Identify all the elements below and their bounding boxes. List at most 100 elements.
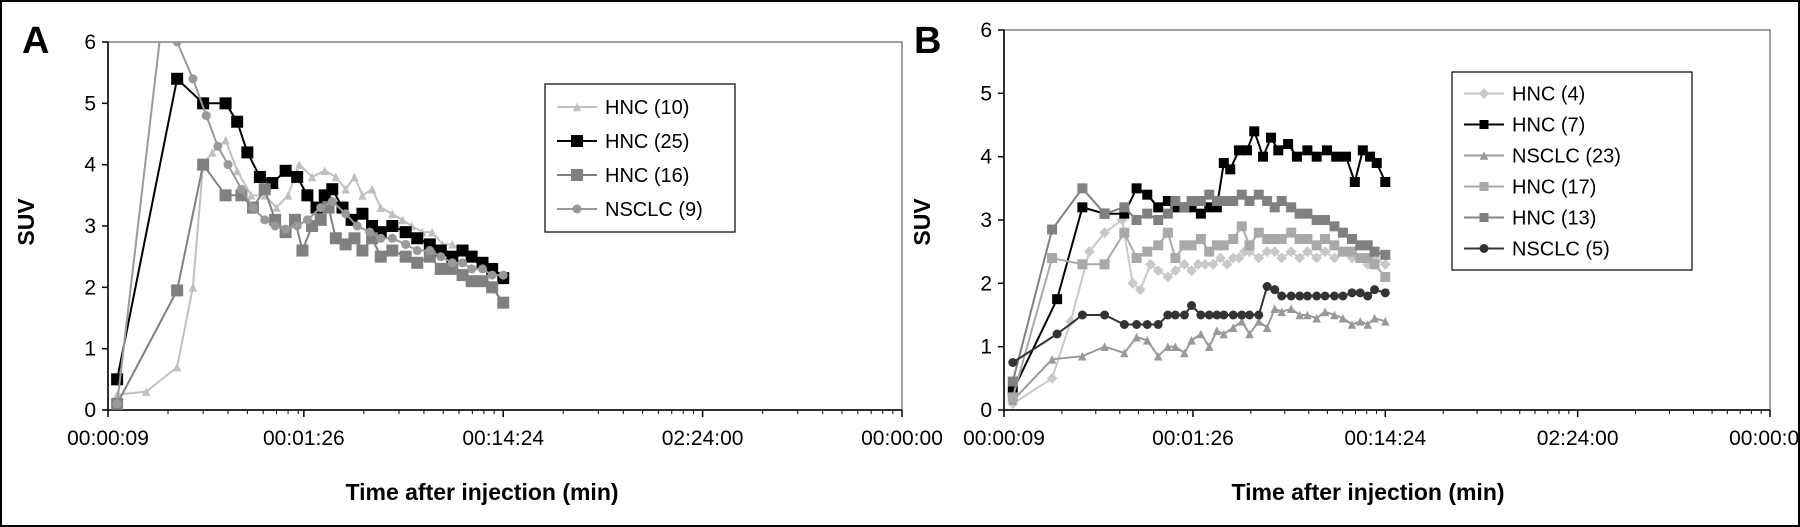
panel-b-data-point [1170, 196, 1181, 206]
panel-a-data-point [374, 250, 387, 263]
panel-b-legend-box [1451, 71, 1693, 271]
panel-b-data-point [1120, 348, 1129, 358]
panel-a-data-point [260, 215, 270, 225]
panel-b-data-point [1142, 189, 1153, 200]
panel-b-data-point [1196, 310, 1206, 320]
panel-b-data-point [1347, 246, 1358, 257]
panel-a-data-point [456, 244, 469, 257]
panel-b-letter: B [914, 20, 941, 62]
panel-b-data-point [1052, 329, 1062, 339]
panel-a-data-point [376, 233, 386, 243]
panel-b-series-1 [1007, 126, 1391, 396]
panel-b-data-point [1301, 246, 1313, 258]
panel-b-data-point [1254, 310, 1264, 320]
panel-a-data-point [283, 191, 293, 200]
panel-a-data-point [434, 244, 447, 257]
panel-b-data-point [1295, 291, 1305, 301]
panel-b-data-point [1291, 151, 1302, 162]
panel-b-data-point [1083, 246, 1095, 258]
panel-a-legend-marker [571, 135, 583, 147]
panel-b-data-point [1119, 320, 1129, 329]
panel-b-data-point [1241, 145, 1252, 156]
panel-b-data-point [1132, 332, 1141, 342]
panel-a-data-point [171, 284, 184, 297]
panel-a-data-point [207, 148, 217, 157]
panel-b-data-point [1186, 240, 1197, 251]
panel-b-data-point [1311, 151, 1322, 162]
panel-b-legend-marker [1479, 244, 1489, 253]
panel-a-data-point [270, 221, 280, 231]
panel-a-data-point [367, 184, 377, 194]
panel-b-data-point [1244, 310, 1254, 320]
panel-b-data-point [1245, 329, 1254, 339]
panel-a-data-point [365, 227, 375, 237]
panel-b-data-point [1162, 227, 1173, 238]
panel-b-data-point [1218, 240, 1229, 251]
panel-a-data-point [399, 250, 412, 263]
panel-b-legend-item: HNC (4) [1464, 84, 1585, 106]
panel-b-data-point [1331, 151, 1342, 162]
panel-a-data-point [188, 74, 198, 84]
panel-b-data-point [1370, 285, 1380, 295]
panel-b-data-point [1236, 221, 1247, 232]
panel-a-data-point [327, 196, 337, 206]
panel-b-x-tick-label: 00:00:09 [963, 427, 1045, 450]
panel-b-data-point [1319, 246, 1331, 258]
panel-a-data-point [467, 264, 477, 274]
panel-a-data-point [498, 270, 508, 280]
panel-a-y-tick-label: 3 [84, 215, 96, 238]
panel-b-data-point [1294, 252, 1306, 264]
panel-b-data-point [1311, 252, 1323, 264]
panel-b-data-point [1195, 208, 1206, 219]
panel-b-data-point [1008, 358, 1018, 367]
panel-b-data-point [1362, 240, 1373, 251]
panel-b-x-axis-title: Time after injection (min) [1231, 479, 1504, 505]
panel-a-data-point [281, 224, 291, 234]
panel-b-data-point [1302, 208, 1313, 219]
panel-b-data-point [1337, 227, 1348, 238]
panel-b-data-point [1320, 307, 1330, 317]
panel-b-data-point [1186, 265, 1197, 277]
panel-b-data-point [1261, 246, 1273, 258]
panel-b-data-point [1170, 202, 1181, 213]
panel-b-legend-item: HNC (7) [1464, 115, 1585, 137]
panel-a-data-point [434, 262, 447, 275]
panel-b-data-point [1132, 320, 1142, 329]
panel-a-data-point [476, 275, 489, 288]
panel-b-data-point [1212, 326, 1222, 336]
panel-b-data-point [1134, 284, 1146, 296]
panel-b-data-point [1170, 310, 1180, 320]
panel-b-data-point [1295, 310, 1304, 320]
panel-b-data-point [1273, 145, 1284, 156]
panel-b-data-point [1187, 301, 1197, 310]
panel-a-data-point [188, 283, 198, 292]
panel-a-data-point [241, 146, 254, 159]
panel-a-data-point [487, 270, 497, 280]
panel-b-data-point [1258, 151, 1269, 162]
panel-a-data-point [253, 170, 266, 183]
panel-b-data-point [1219, 310, 1229, 320]
panel-a-data-point [350, 172, 359, 182]
panel-b-y-tick-label: 0 [980, 399, 992, 422]
panel-b-data-point [1347, 288, 1357, 298]
panel-b-data-point [1204, 246, 1215, 257]
panel-b-data-point [1371, 158, 1382, 168]
panel-a-data-point [331, 172, 341, 182]
panel-b-data-point [1330, 310, 1339, 320]
panel-b-data-point [1269, 246, 1281, 258]
panel-b-data-point [1077, 259, 1088, 270]
panel-a-data-point [258, 183, 271, 196]
panel-a-legend-item: HNC (16) [557, 165, 689, 187]
panel-b-data-point [1218, 158, 1229, 168]
panel-a-data-point [302, 215, 312, 225]
panel-a-x-tick-label: 00:14:24 [462, 427, 544, 450]
panel-b-series-group [1007, 126, 1391, 410]
panel-a-legend-marker [571, 169, 583, 181]
panel-a-legend-item: HNC (10) [557, 97, 689, 119]
panel-b-data-point [1077, 183, 1088, 194]
panel-b-data-point [1380, 272, 1391, 282]
panel-a-data-point [386, 220, 399, 232]
panel-a-data-point [376, 203, 386, 212]
panel-b-data-point [1179, 310, 1189, 320]
panel-a-data-point [219, 97, 232, 110]
